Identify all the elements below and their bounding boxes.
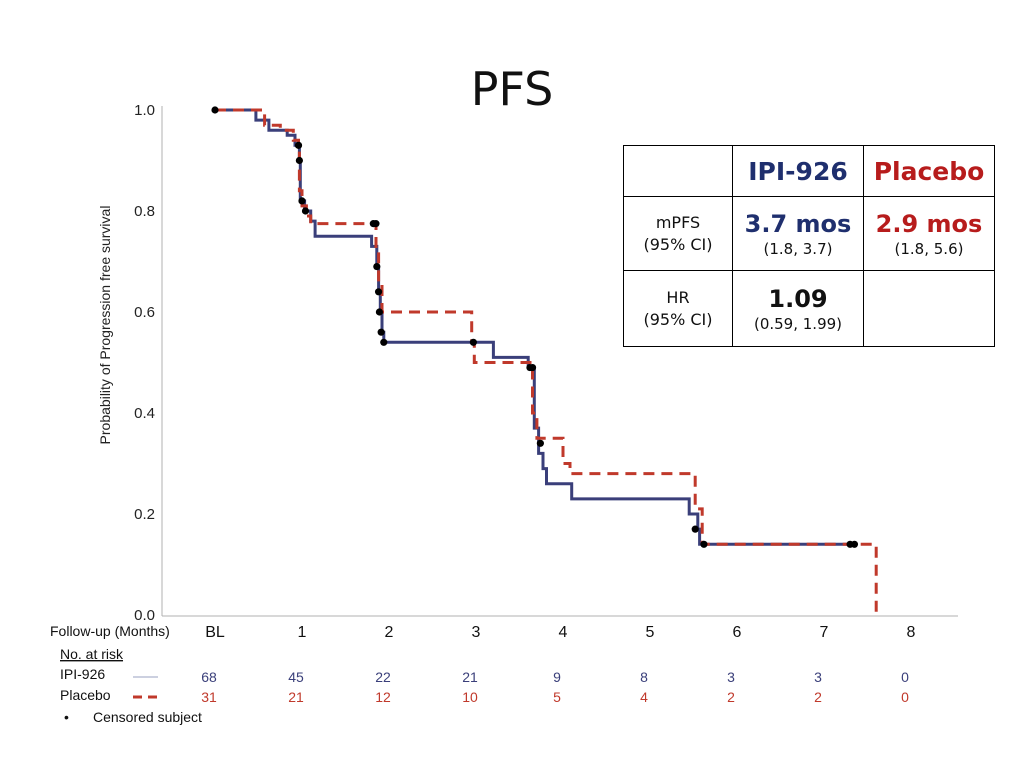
censor-marker (700, 540, 708, 548)
risk-value: 2 (727, 689, 735, 705)
risk-value: 4 (640, 689, 648, 705)
risk-value: 9 (553, 669, 561, 685)
risk-value: 8 (640, 669, 648, 685)
y-tick-label: 0.6 (134, 304, 155, 321)
risk-row-2-label: Placebo (60, 687, 111, 703)
stats-row-label: mPFS (95% CI) (623, 196, 733, 271)
stats-ci: (1.8, 5.6) (894, 239, 964, 258)
stats-table: IPI-926 Placebo mPFS (95% CI) 3.7 mos (1… (623, 145, 995, 347)
x-tick-label: 8 (907, 624, 916, 641)
risk-value: 31 (201, 689, 217, 705)
censor-marker (469, 338, 477, 346)
x-tick-label: BL (205, 624, 225, 641)
censor-legend-label: Censored subject (93, 709, 202, 725)
censor-marker (373, 262, 381, 271)
slide-title: PFS (470, 62, 554, 116)
x-tick-label: 1 (298, 624, 307, 641)
x-tick-label: 2 (385, 624, 394, 641)
censor-marker (528, 363, 537, 372)
y-tick-label: 0.4 (134, 405, 155, 422)
stats-cell: 3.7 mos (1.8, 3.7) (732, 196, 864, 271)
x-tick-labels: BL 1 2 3 4 5 6 7 8 (205, 624, 915, 641)
censor-marker (374, 288, 383, 296)
y-axis-label: Probability of Progression free survival (97, 206, 113, 445)
risk-value: 21 (462, 669, 478, 685)
stats-header-placebo: Placebo (863, 145, 995, 197)
stats-row-label: HR (95% CI) (623, 270, 733, 347)
censor-marker (211, 106, 219, 114)
stats-row-label-main: HR (666, 287, 690, 307)
stats-row-label-sub: (95% CI) (643, 309, 713, 329)
x-axis-label: Follow-up (Months) (50, 623, 170, 639)
censor-legend-bullet: • (64, 709, 69, 725)
stats-header-ipi926: IPI-926 (732, 145, 864, 197)
risk-row-1-label: IPI-926 (60, 666, 105, 682)
y-tick-label: 0.8 (134, 203, 155, 220)
x-tick-label: 3 (472, 624, 481, 641)
risk-value: 68 (201, 669, 217, 685)
risk-value: 3 (727, 669, 735, 685)
censor-marker (380, 338, 388, 346)
stats-value: 2.9 mos (875, 209, 983, 238)
stats-cell-empty (863, 270, 995, 347)
risk-value: 0 (901, 669, 909, 685)
x-tick-label: 6 (733, 624, 742, 641)
censor-marker (850, 540, 859, 548)
risk-value: 21 (288, 689, 304, 705)
censor-marker (377, 328, 385, 336)
y-tick-label: 0.0 (134, 607, 155, 624)
risk-value: 5 (553, 689, 561, 705)
x-tick-label: 4 (559, 624, 568, 641)
risk-value: 0 (901, 689, 909, 705)
censor-marker (536, 439, 544, 447)
risk-table-header: No. at risk (60, 646, 124, 662)
placebo-curve (215, 108, 878, 615)
y-tick-label: 0.2 (134, 506, 155, 523)
censor-marker (375, 308, 384, 316)
risk-value: 22 (375, 669, 391, 685)
y-tick-label: 1.0 (134, 102, 155, 119)
censor-markers (211, 106, 859, 548)
stats-value: 3.7 mos (744, 209, 852, 238)
censor-marker (691, 525, 699, 533)
stats-corner-cell (623, 145, 733, 197)
stats-value: 1.09 (768, 284, 828, 313)
censor-marker (372, 220, 380, 228)
risk-value: 12 (375, 689, 391, 705)
y-tick-labels: 0.0 0.2 0.4 0.6 0.8 1.0 (134, 102, 155, 624)
stats-ci: (0.59, 1.99) (753, 314, 843, 333)
risk-values: 68 45 22 21 9 8 3 3 031 21 12 10 5 4 2 2 0 (201, 669, 909, 705)
censor-marker (295, 156, 303, 165)
risk-value: 2 (814, 689, 822, 705)
censor-marker (298, 197, 306, 205)
stats-cell: 2.9 mos (1.8, 5.6) (863, 196, 995, 271)
censor-marker (301, 207, 310, 215)
stats-row-label-main: mPFS (655, 212, 701, 232)
x-tick-label: 5 (646, 624, 655, 641)
censor-marker (294, 141, 303, 149)
stats-row-label-sub: (95% CI) (643, 234, 713, 254)
risk-value: 10 (462, 689, 478, 705)
stats-cell: 1.09 (0.59, 1.99) (732, 270, 864, 347)
risk-value: 45 (288, 669, 304, 685)
stats-ci: (1.8, 3.7) (763, 239, 833, 258)
x-tick-label: 7 (820, 624, 829, 641)
risk-value: 3 (814, 669, 822, 685)
chart-axes (161, 106, 958, 617)
